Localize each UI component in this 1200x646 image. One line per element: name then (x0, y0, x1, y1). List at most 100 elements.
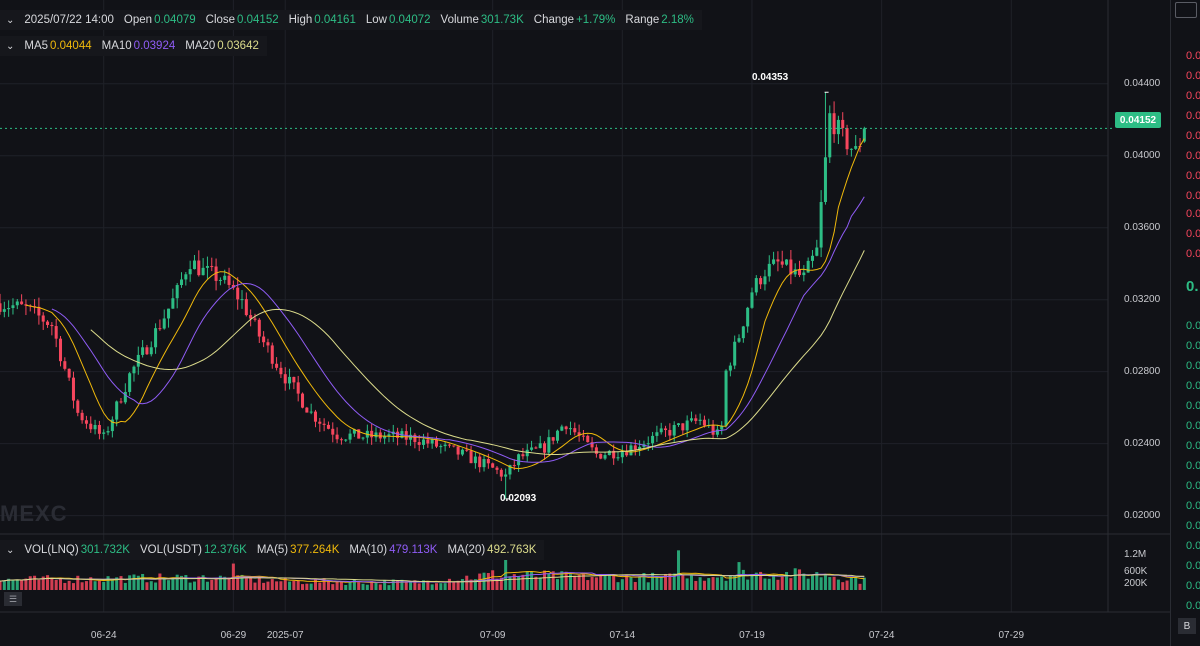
candle-body (227, 275, 231, 285)
candle-body (119, 401, 123, 403)
volume-bar (426, 581, 430, 590)
volume-bar (378, 584, 382, 590)
vol-lnq-label[interactable]: VOL(LNQ) (24, 544, 79, 556)
candle-body (352, 429, 356, 434)
candle-body (568, 428, 572, 430)
volume-bar (240, 574, 244, 590)
candle-body (439, 446, 443, 448)
y-tick-label: 0.04400 (1124, 77, 1161, 89)
volume-bar (555, 579, 560, 590)
volume-bar (218, 575, 222, 590)
candle-body (823, 157, 827, 202)
candle-body (689, 418, 693, 421)
candle-body (616, 457, 620, 459)
candle-body (383, 436, 387, 439)
chevron-down-icon[interactable]: ⌄ (6, 544, 15, 556)
candle-body (370, 430, 374, 438)
volume-bar (396, 580, 400, 590)
chevron-down-icon[interactable]: ⌄ (6, 40, 15, 52)
volume-bar (179, 575, 184, 590)
volume-bar (214, 578, 218, 590)
vol-ma10-label[interactable]: MA(10) (349, 544, 388, 556)
volume-bar (413, 580, 417, 590)
candle-body (145, 347, 149, 355)
candle-body (728, 365, 732, 371)
volume-bar (862, 577, 866, 590)
volume-bar (158, 573, 162, 590)
ma5-value: 0.04044 (50, 40, 92, 52)
low-marker-label: 0.02093 (500, 493, 537, 504)
volume-bar (102, 581, 106, 590)
candle-body (594, 447, 598, 454)
candle-body (638, 446, 642, 450)
candle-body (555, 430, 560, 441)
candle-body (759, 278, 763, 285)
volume-bar (832, 576, 836, 590)
close-value: 0.04152 (237, 14, 279, 26)
volume-bar (275, 581, 279, 590)
volume-bar (58, 577, 63, 590)
candle-body (313, 411, 317, 422)
orderbook-bid-price: 0.0 (1186, 340, 1200, 352)
candle-body (76, 400, 80, 413)
candle-body (123, 391, 127, 403)
vol-ma20-label[interactable]: MA(20) (447, 544, 486, 556)
candle-body (270, 345, 274, 364)
orderbook-bid-price: 0.0 (1186, 560, 1200, 572)
volume-bar (71, 583, 75, 590)
volume-bar (305, 583, 309, 590)
candle-body (538, 443, 542, 449)
volume-bar (560, 571, 564, 590)
ma20-label[interactable]: MA20 (185, 40, 216, 52)
candle-body (89, 423, 93, 430)
volume-bar (504, 543, 508, 590)
candle-body (460, 449, 464, 455)
orderbook-bid-price: 0.0 (1186, 480, 1200, 492)
candle-body (93, 424, 97, 430)
volume-bar (244, 578, 248, 590)
candle-body (525, 449, 529, 457)
candle-body (530, 447, 534, 450)
volume-bar (313, 579, 317, 590)
candle-body (249, 315, 253, 319)
candle-body (443, 444, 447, 447)
candle-body (577, 432, 581, 436)
candle-body (378, 432, 382, 439)
candle-body (188, 269, 192, 275)
volume-bar (815, 572, 819, 590)
candle-body (41, 315, 45, 322)
range-value: 2.18% (661, 14, 694, 26)
candle-body (473, 456, 477, 464)
volume-bar (348, 581, 352, 590)
volume-bar (296, 580, 300, 590)
vol-ma5-label[interactable]: MA(5) (256, 544, 289, 556)
volume-bar (67, 580, 71, 590)
volume-bar (361, 583, 365, 590)
volume-bar (854, 578, 858, 590)
corner-button-icon[interactable]: B (1178, 618, 1196, 634)
volume-bar (128, 575, 132, 590)
candle-body (798, 269, 802, 276)
volume-bar (24, 578, 28, 590)
volume-bar (806, 578, 810, 590)
candle-body (46, 321, 50, 325)
candle-body (767, 263, 771, 277)
candle-body (785, 259, 789, 265)
volume-bar (551, 571, 555, 590)
volume-bar (266, 581, 270, 590)
candle-body (672, 425, 676, 436)
pane-settings-icon[interactable]: ☰ (4, 592, 22, 606)
candle-body (218, 279, 222, 281)
ma5-label[interactable]: MA5 (24, 40, 49, 52)
orderbook-bid-price: 0.0 (1186, 580, 1200, 592)
candle-body (132, 366, 136, 374)
volume-bar (110, 580, 114, 590)
chevron-down-icon[interactable]: ⌄ (6, 14, 15, 26)
ma10-label[interactable]: MA10 (101, 40, 132, 52)
orderbook-bid-price: 0.0 (1186, 360, 1200, 372)
mexc-watermark: MEXC (0, 501, 68, 526)
panel-toggle-icon[interactable] (1175, 2, 1197, 18)
vol-usdt-label[interactable]: VOL(USDT) (139, 544, 202, 556)
